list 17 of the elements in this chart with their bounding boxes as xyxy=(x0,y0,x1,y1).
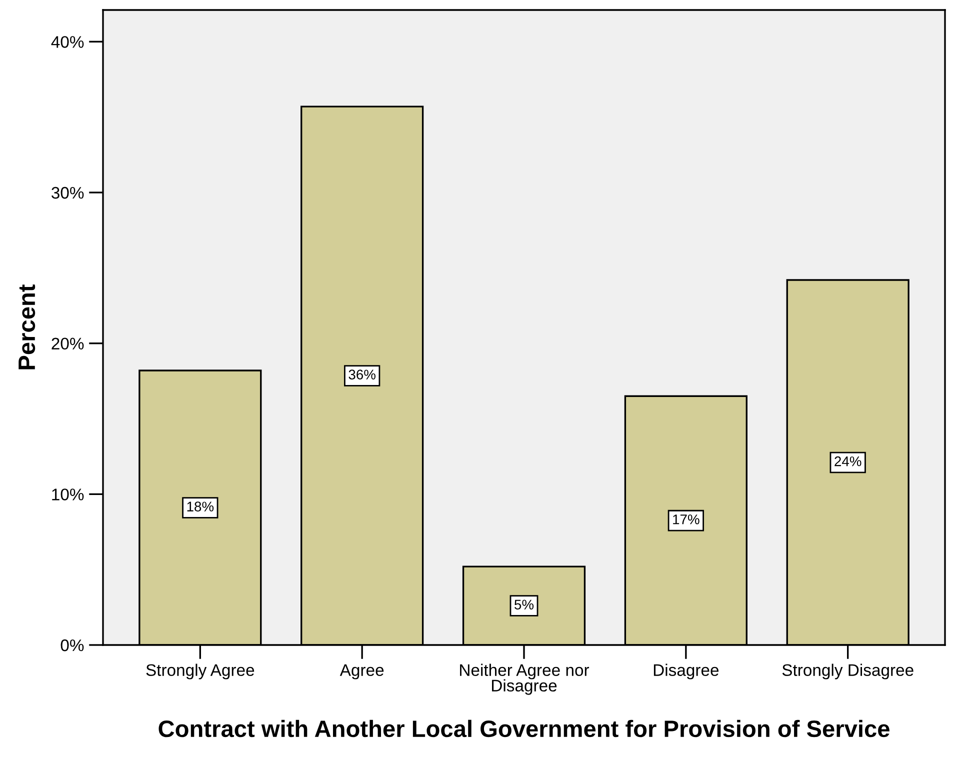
x-tick-label: Disagree xyxy=(654,664,719,680)
y-axis-title: Percent xyxy=(18,284,36,370)
y-tick-label: 20% xyxy=(52,338,84,350)
x-tick-label: Neither Agree nor Disagree xyxy=(460,664,590,695)
y-tick-label: 0% xyxy=(60,639,84,652)
y-tick-label: 40% xyxy=(51,36,84,48)
x-tick-label: Strongly Disagree xyxy=(782,664,914,680)
x-tick-label: Strongly Agree xyxy=(146,664,254,680)
data-label: 18% xyxy=(187,502,214,512)
data-label: 17% xyxy=(673,514,700,524)
y-tick-label: 10% xyxy=(52,488,84,500)
y-tick-label: 30% xyxy=(52,186,84,199)
data-label: 24% xyxy=(834,456,862,466)
data-label: 36% xyxy=(348,370,376,380)
data-label: 5% xyxy=(514,600,534,610)
x-axis-title: Contract with Another Local Government for Provision of Service xyxy=(158,720,890,738)
x-tick-label: Agree xyxy=(340,664,384,680)
